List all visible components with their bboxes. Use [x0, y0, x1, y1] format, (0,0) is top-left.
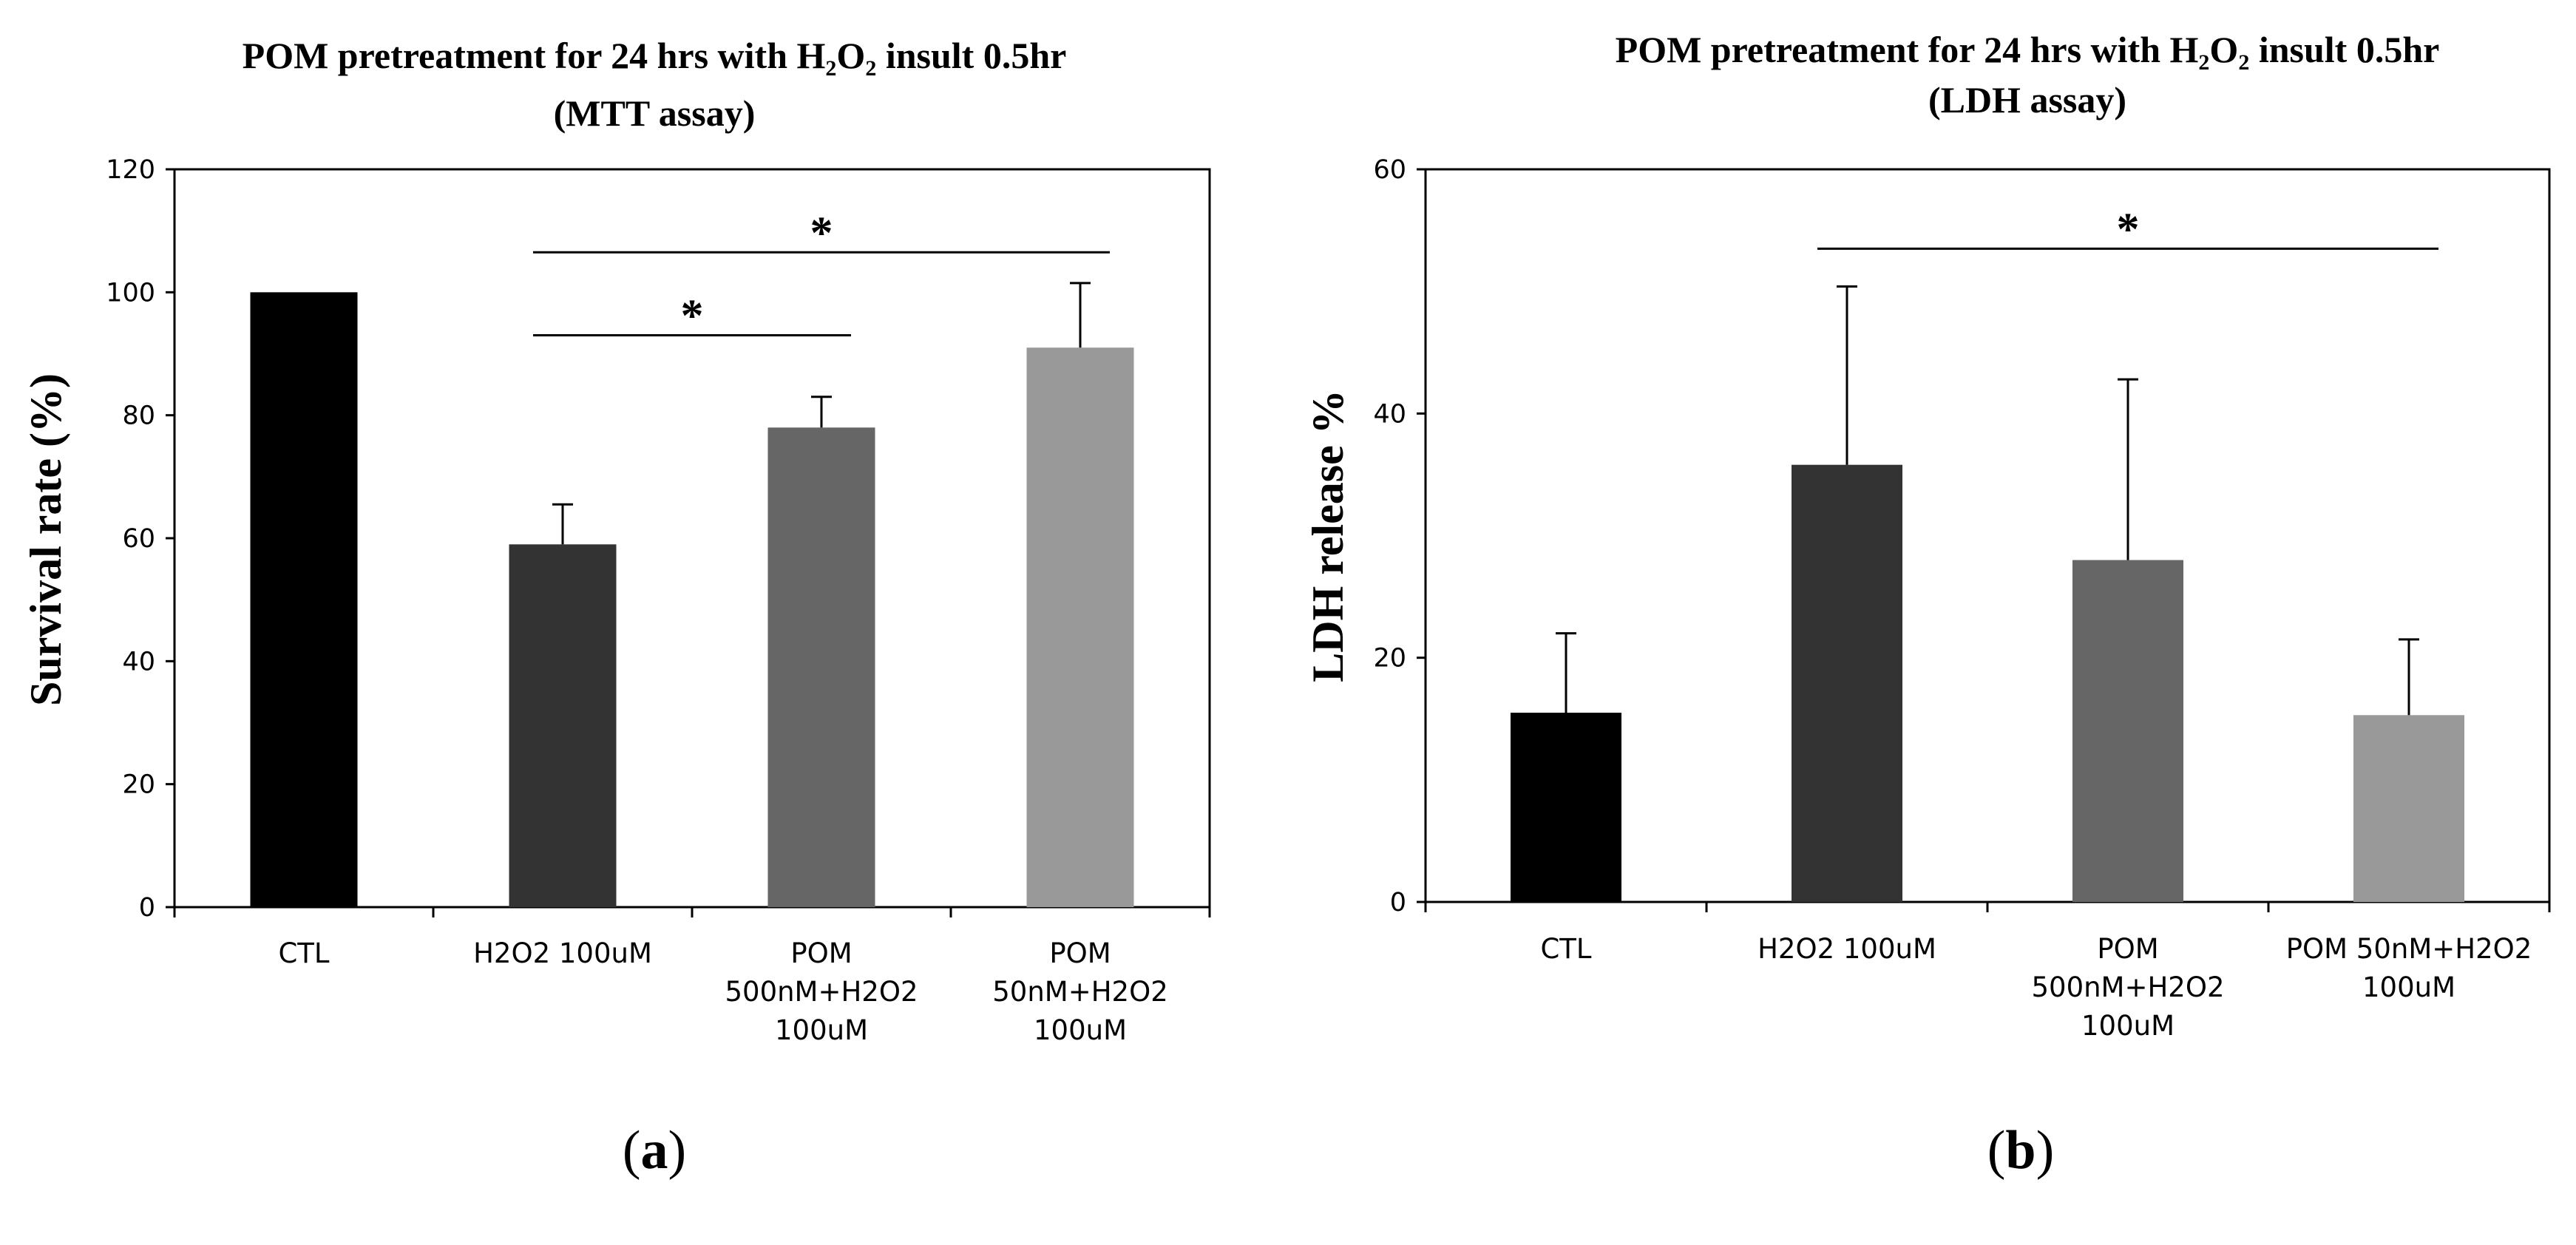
y-tick-label: 120 [106, 155, 155, 185]
x-category-label: 100uM [775, 1014, 868, 1046]
mtt-chart-svg: POM pretreatment for 24 hrs with H2O2 in… [21, 35, 1211, 1181]
x-category-label: H2O2 100uM [473, 937, 652, 969]
chart-title-line1: POM pretreatment for 24 hrs with H2O2 in… [243, 35, 1067, 81]
bar [250, 292, 358, 907]
bar [2072, 560, 2183, 902]
x-category-label: POM [1049, 937, 1111, 969]
significance-star: * [810, 208, 833, 258]
panel-a-mtt-chart: POM pretreatment for 24 hrs with H2O2 in… [21, 35, 1211, 1181]
x-category-label: 500nM+H2O2 [725, 976, 918, 1008]
y-tick-label: 80 [122, 401, 155, 431]
significance-star: * [681, 291, 704, 342]
bar [1026, 347, 1134, 907]
x-category-label: POM [790, 937, 852, 969]
x-category-label: 500nM+H2O2 [2031, 971, 2224, 1003]
y-tick-label: 60 [1373, 155, 1406, 185]
ldh-chart-svg: POM pretreatment for 24 hrs with H2O2 in… [1304, 29, 2551, 1181]
panel-b-ldh-chart: POM pretreatment for 24 hrs with H2O2 in… [1288, 0, 2576, 1245]
y-tick-label: 20 [1373, 644, 1406, 674]
bar [1792, 464, 1902, 902]
y-tick-label: 0 [139, 893, 155, 923]
y-tick-label: 60 [122, 524, 155, 554]
chart-title-line2: (MTT assay) [554, 92, 756, 134]
panel-label: (a) [623, 1120, 686, 1181]
y-tick-label: 40 [122, 647, 155, 676]
y-tick-label: 20 [122, 770, 155, 800]
panel-label: (b) [1987, 1120, 2054, 1181]
bar [509, 544, 617, 907]
y-axis-label: Survival rate (%) [21, 373, 70, 706]
bar [2353, 715, 2464, 902]
x-category-label: 100uM [1034, 1014, 1127, 1046]
x-category-label: CTL [278, 937, 329, 969]
y-axis-label: LDH release % [1304, 390, 1352, 682]
x-category-label: 100uM [2081, 1010, 2175, 1042]
x-category-label: CTL [1540, 933, 1591, 965]
chart-title-line1: POM pretreatment for 24 hrs with H2O2 in… [1616, 29, 2440, 75]
significance-star: * [2117, 204, 2140, 254]
bar [767, 427, 875, 907]
y-tick-label: 40 [1373, 399, 1406, 429]
chart-title-line2: (LDH assay) [1928, 79, 2126, 121]
x-category-label: POM 50nM+H2O2 [2286, 933, 2532, 965]
y-tick-label: 0 [1390, 888, 1406, 917]
x-category-label: 50nM+H2O2 [992, 976, 1167, 1008]
bar [1511, 712, 1621, 902]
x-category-label: 100uM [2362, 971, 2455, 1003]
x-category-label: POM [2097, 933, 2158, 965]
x-category-label: H2O2 100uM [1758, 933, 1936, 965]
y-tick-label: 100 [106, 278, 155, 308]
